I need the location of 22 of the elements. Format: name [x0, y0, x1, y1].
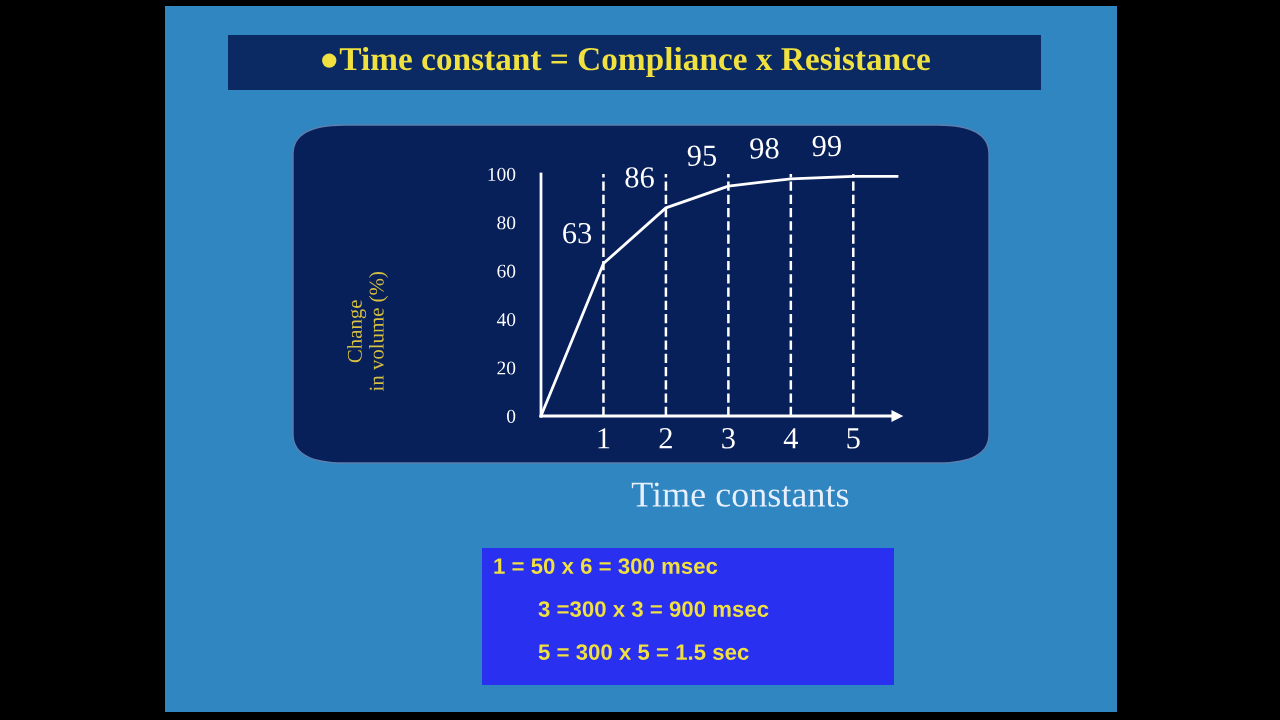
- chart-title: ●Time constant = Compliance x Resistance: [322, 46, 930, 78]
- x-axis-title: Time constants: [631, 482, 849, 507]
- text: 1 = 50 x 6 = 300 msec: [494, 558, 718, 574]
- x-tick-label: 3: [722, 428, 735, 449]
- y-tick-label: 60: [497, 264, 516, 278]
- x-tick-label: 2: [659, 428, 672, 449]
- data-label: 86: [625, 167, 654, 188]
- y-tick-label: 40: [496, 313, 516, 327]
- data-label: 63: [563, 222, 592, 244]
- x-tick-label: 1: [598, 428, 610, 449]
- x-tick-label: 4: [783, 428, 798, 449]
- y-axis-title: Change in volume (%): [347, 272, 388, 392]
- y-tick-label: 100: [488, 167, 516, 181]
- y-tick-label: 0: [507, 409, 516, 423]
- text: 3 =300 x 3 = 900 msec: [538, 601, 769, 617]
- y-tick-label: 20: [497, 361, 516, 375]
- data-label: 99: [812, 135, 841, 157]
- text: 5 = 300 x 5 = 1.5 sec: [538, 644, 749, 660]
- y-tick-label: 80: [497, 216, 516, 230]
- x-tick-label: 5: [847, 428, 860, 449]
- data-label: 98: [750, 138, 779, 159]
- data-label: 95: [687, 145, 717, 166]
